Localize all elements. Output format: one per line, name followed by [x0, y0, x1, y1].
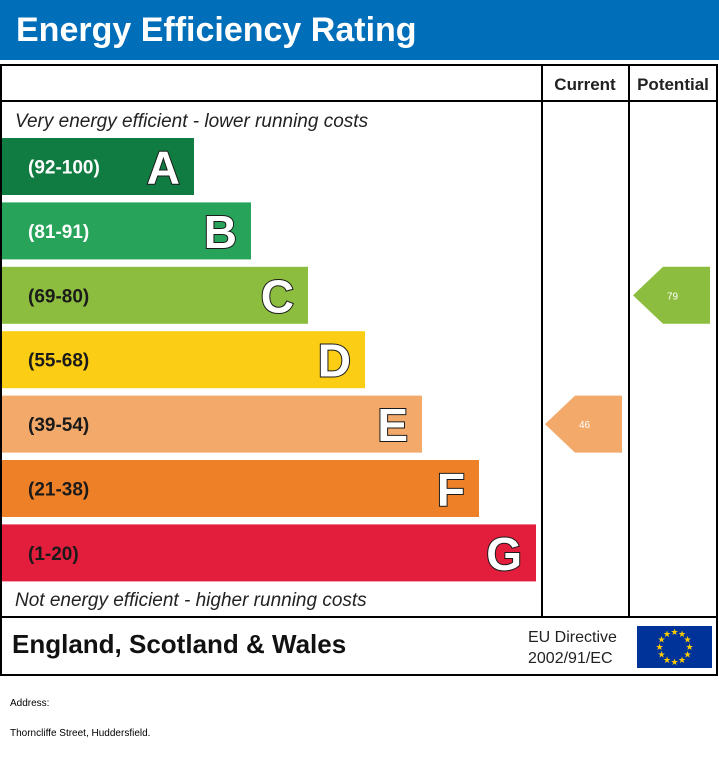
directive-line-2: 2002/91/EC: [528, 650, 613, 667]
band-range-c: (69-80): [28, 286, 89, 307]
band-letter-a: A: [147, 142, 180, 194]
eu-flag-background: [637, 626, 712, 668]
header-bar: Energy Efficiency Rating: [0, 0, 719, 60]
band-range-a: (92-100): [28, 158, 100, 179]
eu-star-icon: ★: [685, 643, 693, 653]
band-range-f: (21-38): [28, 480, 89, 501]
band-letter-d: D: [318, 335, 351, 387]
eu-star-icon: ★: [657, 651, 665, 661]
address-label: Address:: [10, 698, 50, 709]
eu-star-icon: ★: [657, 636, 665, 646]
eu-star-icon: ★: [683, 651, 691, 661]
eu-flag-icon: ★ ★★★★★★★★★★★: [637, 626, 712, 668]
current-rating-value: 46: [579, 420, 591, 431]
rating-markers: 46 79: [545, 266, 710, 453]
chart-canvas: Current Potential Very energy efficient …: [0, 64, 718, 676]
band-range-b: (81-91): [28, 222, 89, 243]
band-letter-b: B: [204, 206, 237, 258]
band-bar-e: [2, 395, 422, 453]
chart-border: [0, 64, 718, 676]
band-bar-f: [2, 460, 479, 517]
chart-grid: [0, 64, 718, 676]
band-letter-c: C: [261, 270, 294, 322]
band-letter-e: E: [377, 399, 408, 451]
energy-rating-chart: Current Potential Very energy efficient …: [0, 64, 719, 676]
bottom-caption: Not energy efficient - higher running co…: [15, 590, 367, 611]
region-label: England, Scotland & Wales: [12, 629, 346, 659]
eu-star-icon: ★: [678, 656, 686, 666]
band-letter-f: F: [437, 464, 465, 516]
eu-star-icon: ★: [663, 656, 671, 666]
band-letter-g: G: [486, 528, 522, 580]
eu-star-icon: ★: [683, 636, 691, 646]
eu-star-icon: ★: [655, 643, 663, 653]
directive-line-1: EU Directive: [528, 629, 617, 646]
address-value: Thorncliffe Street, Huddersfield.: [10, 728, 151, 739]
eu-star-icon: ★: [670, 658, 678, 668]
eu-stars: ★ ★★★★★★★★★★★: [655, 628, 693, 668]
band-bar-d: [2, 331, 365, 389]
page-title: Energy Efficiency Rating: [16, 11, 417, 49]
rating-bands: (92-100) A (81-91) B (69-80) C (55-68) D (39-54)…: [2, 138, 536, 582]
eu-star-icon: ★: [663, 630, 671, 640]
band-bar-c: [2, 266, 308, 324]
eu-star-icon: ★: [678, 630, 686, 640]
potential-rating-value: 79: [667, 291, 679, 302]
band-range-e: (39-54): [28, 415, 89, 436]
top-caption: Very energy efficient - lower running co…: [15, 111, 369, 132]
potential-column-header: Potential: [637, 75, 709, 94]
band-bar-b: [2, 202, 251, 260]
band-bar-a: [2, 138, 194, 195]
current-rating-marker: [545, 395, 622, 453]
potential-rating-marker: [633, 266, 710, 324]
band-range-d: (55-68): [28, 351, 89, 372]
current-column-header: Current: [554, 75, 616, 94]
band-range-g: (1-20): [28, 544, 79, 565]
band-bar-g: [2, 524, 536, 582]
eu-star-icon: ★: [670, 628, 678, 638]
